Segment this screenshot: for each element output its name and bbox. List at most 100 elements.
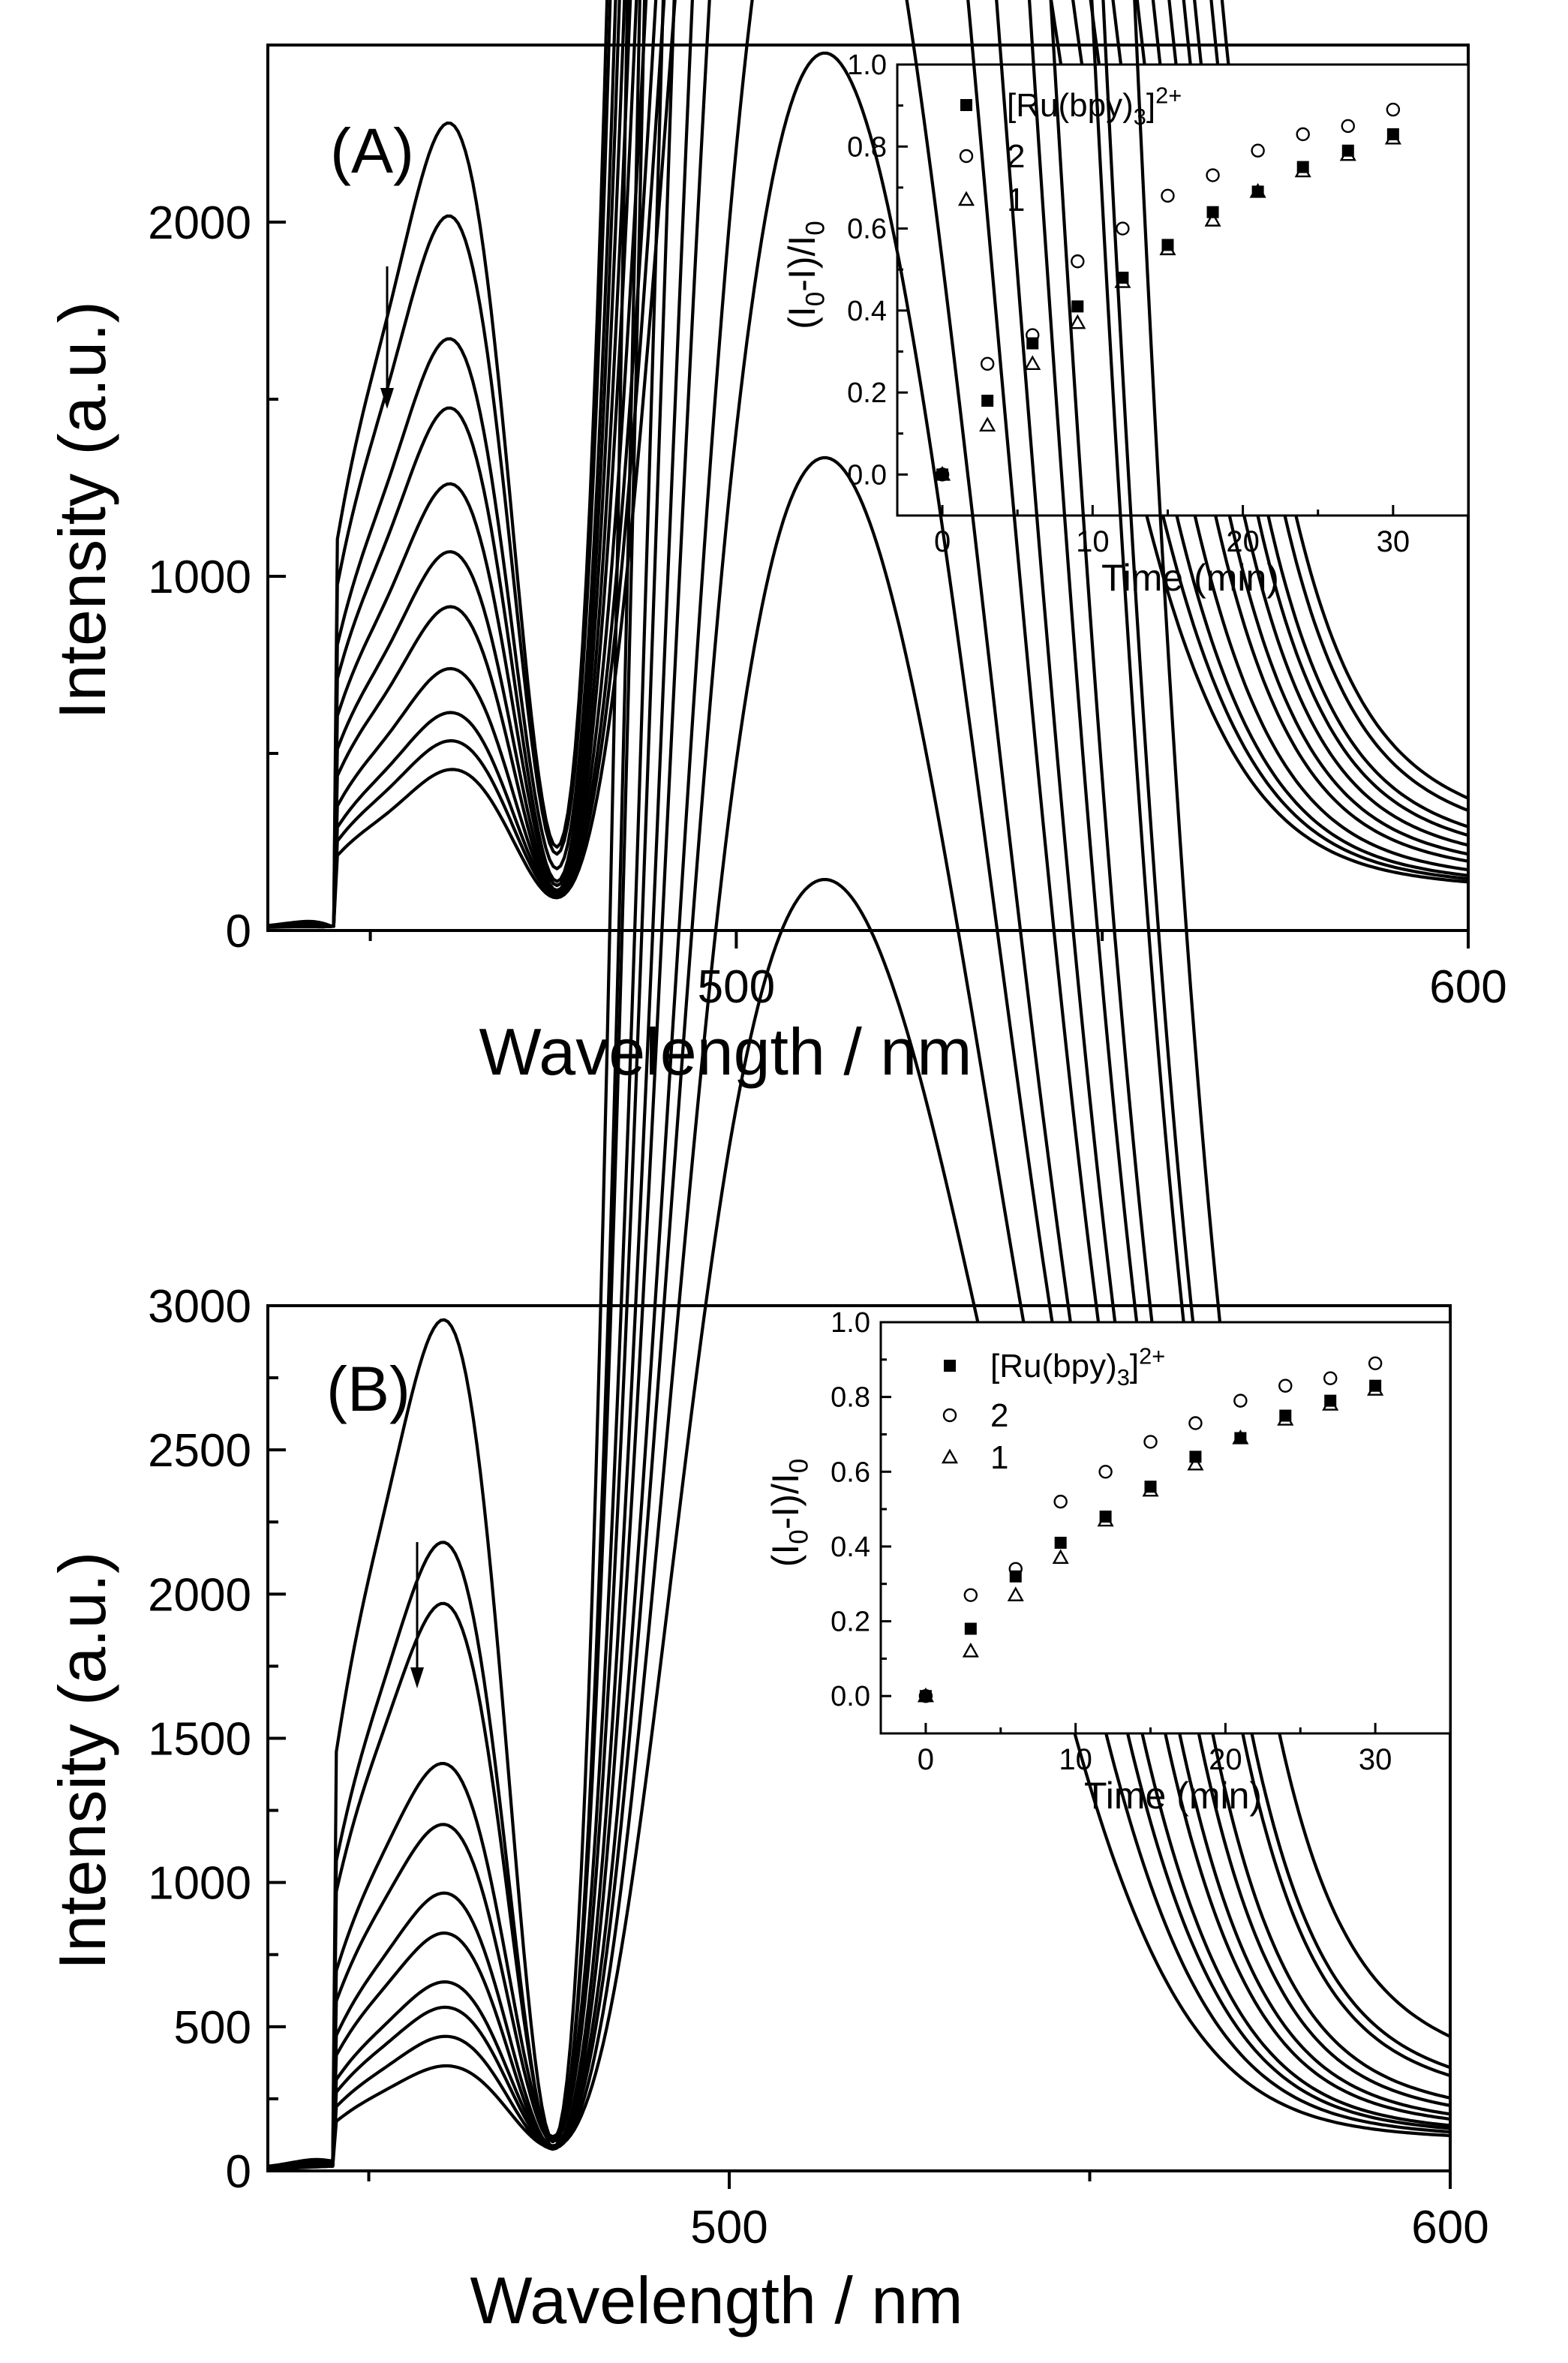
arrow-down-icon <box>410 1667 424 1688</box>
y-tick-label: 3000 <box>148 1281 251 1333</box>
inset-y-axis-label: (I0-I)/I0 <box>781 221 831 329</box>
triangle-marker <box>979 416 996 431</box>
circle-marker <box>1341 119 1355 134</box>
inset-x-axis-label: Time (min) <box>1084 1775 1262 1817</box>
circle-marker <box>1026 328 1040 342</box>
circle-marker <box>1053 1494 1068 1509</box>
inset-series-3 <box>934 129 1401 481</box>
spectrum-line-5 <box>267 0 1451 2169</box>
inset-y-tick-label: 1.0 <box>847 50 887 81</box>
circle-marker <box>1251 143 1265 158</box>
legend-label-2: 2 <box>990 1397 1008 1434</box>
legend-circle-icon <box>959 149 974 164</box>
triangle-marker <box>962 1642 979 1658</box>
triangle-marker <box>1069 314 1086 329</box>
triangle-marker <box>1142 1481 1159 1497</box>
spectrum-line-6 <box>267 0 1451 2169</box>
square-marker <box>981 395 994 407</box>
circle-marker <box>980 356 995 371</box>
inset-x-tick-label: 20 <box>1209 1743 1242 1776</box>
x-tick-label: 500 <box>690 2202 767 2253</box>
legend-label-1: [Ru(bpy)3]2+ <box>990 1342 1165 1390</box>
spectrum-line-9 <box>267 51 1451 2170</box>
triangle-marker <box>1339 146 1356 161</box>
spectrum-line-9 <box>267 0 1469 929</box>
spectrum-line-10 <box>267 455 1451 2170</box>
triangle-marker <box>917 1687 934 1703</box>
x-axis-label: Wavelength / nm <box>470 2263 963 2337</box>
triangle-marker <box>1232 1429 1249 1445</box>
y-tick-label: 2500 <box>148 1425 251 1477</box>
triangle-marker <box>1249 182 1266 198</box>
inset-legend: [Ru(bpy)3]2+ 2 1 <box>941 1342 1165 1476</box>
y-tick-label: 0 <box>226 2146 251 2198</box>
inset-x-tick-label: 10 <box>1076 525 1110 558</box>
triangle-marker <box>1097 1511 1114 1527</box>
y-axis-label: Intensity (a.u.) <box>45 301 119 720</box>
x-tick-label: 600 <box>1411 2202 1488 2253</box>
square-marker <box>964 1622 977 1635</box>
circle-marker <box>1233 1393 1248 1408</box>
legend-triangle-icon <box>941 1448 959 1464</box>
inset-y-axis-label: (I0-I)/I0 <box>764 1459 814 1568</box>
y-tick-label: 1000 <box>148 1858 251 1910</box>
circle-marker <box>1296 127 1310 142</box>
inset-x-tick-label: 30 <box>1377 525 1410 558</box>
inset-y-tick-label: 0.2 <box>831 1607 870 1638</box>
inset-frame <box>896 63 1470 517</box>
triangle-marker <box>1204 212 1221 227</box>
circle-marker <box>1188 1416 1203 1430</box>
triangle-marker <box>1367 1381 1384 1396</box>
triangle-marker <box>1384 129 1401 145</box>
inset-y-tick-label: 0.8 <box>847 131 887 163</box>
square-marker <box>1054 1536 1067 1549</box>
triangle-marker <box>934 465 951 481</box>
circle-marker <box>1008 1562 1023 1577</box>
arrow-down-icon <box>380 388 394 409</box>
spectrum-line-4 <box>267 0 1469 928</box>
circle-marker <box>1386 102 1401 117</box>
inset-y-tick-label: 0.6 <box>847 214 887 245</box>
y-tick-label: 2000 <box>148 197 251 249</box>
legend-label-3: 1 <box>990 1439 1008 1476</box>
y-tick-label: 2000 <box>148 1569 251 1621</box>
spectrum-line-11 <box>267 0 1469 929</box>
inset-series-2 <box>935 102 1401 482</box>
circle-marker <box>1206 168 1220 182</box>
y-tick-label: 1000 <box>148 552 251 603</box>
inset-x-tick-label: 10 <box>1059 1743 1092 1776</box>
spectrum-line-8 <box>267 0 1469 929</box>
triangle-marker <box>1187 1455 1204 1471</box>
inset-frame <box>879 1321 1452 1735</box>
inset-y-tick-label: 0.8 <box>831 1382 870 1414</box>
triangle-marker <box>1159 240 1176 256</box>
triangle-marker <box>1114 273 1131 288</box>
legend-square-icon <box>944 1360 956 1372</box>
spectrum-line-4 <box>267 0 1451 2169</box>
circle-marker <box>1116 221 1130 236</box>
spectrum-line-8 <box>267 0 1451 2170</box>
inset-x-axis-label: Time (min) <box>1101 557 1279 599</box>
spectrum-line-6 <box>267 0 1469 929</box>
circle-marker <box>1071 254 1085 269</box>
inset-y-tick-label: 1.0 <box>831 1307 870 1339</box>
x-tick-label: 600 <box>1429 961 1506 1013</box>
y-tick-label: 0 <box>226 906 251 958</box>
spectrum-line-10 <box>267 0 1469 929</box>
spectrum-line-11 <box>267 878 1451 2170</box>
triangle-marker <box>1024 355 1041 371</box>
circle-marker <box>963 1588 978 1602</box>
y-axis-label: Intensity (a.u.) <box>45 1552 119 1971</box>
triangle-marker <box>1007 1586 1024 1601</box>
legend-circle-icon <box>942 1408 957 1423</box>
inset-x-tick-label: 30 <box>1359 1743 1392 1776</box>
circle-marker <box>1098 1465 1113 1479</box>
triangle-marker <box>1052 1549 1069 1565</box>
inset-x-tick-label: 0 <box>918 1743 934 1776</box>
circle-marker <box>1143 1435 1158 1449</box>
panel-label: (B) <box>326 1354 410 1424</box>
circle-marker <box>1368 1356 1383 1371</box>
